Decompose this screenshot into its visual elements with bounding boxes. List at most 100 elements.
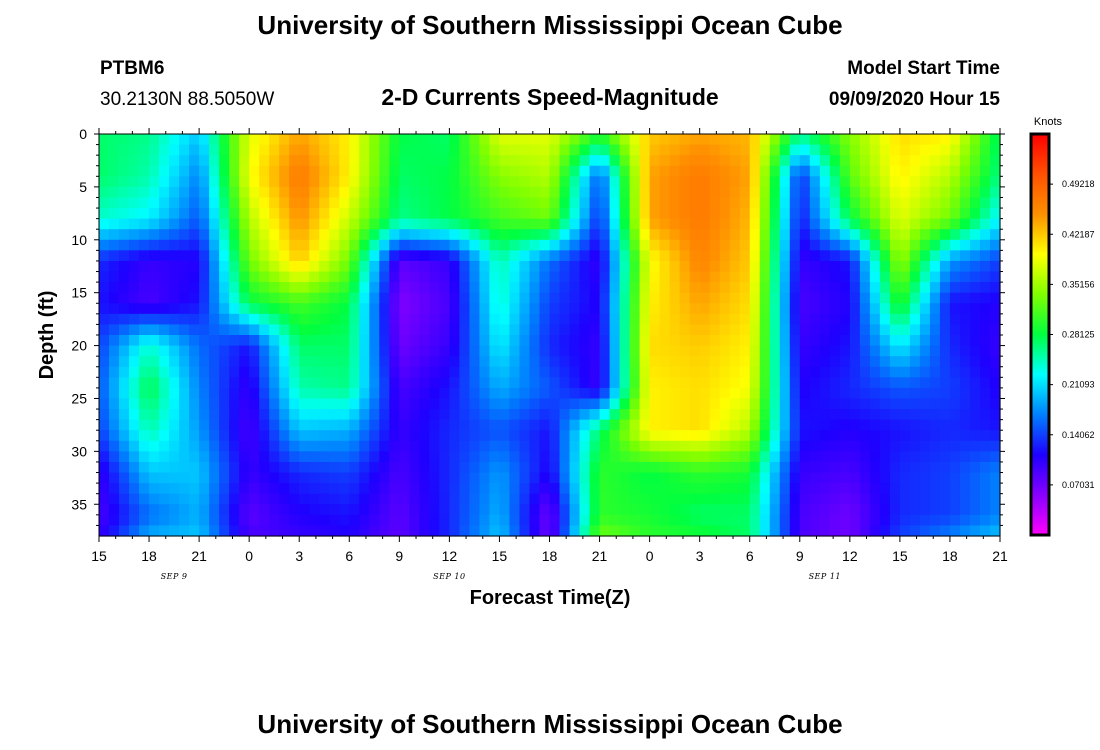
heatmap-cell xyxy=(929,483,941,495)
heatmap-cell xyxy=(889,366,901,378)
heatmap-cell xyxy=(769,525,781,537)
heatmap-cell xyxy=(369,483,380,495)
heatmap-cell xyxy=(409,387,420,400)
heatmap-cell xyxy=(829,165,841,177)
heatmap-cell xyxy=(819,525,831,537)
heatmap-cell xyxy=(509,271,521,283)
heatmap-cell xyxy=(529,525,541,537)
heatmap-cell xyxy=(949,419,961,431)
colorbar-ticks: 0.070310.140620.210930.281250.351560.421… xyxy=(1049,179,1095,490)
heatmap-cell xyxy=(379,430,390,442)
heatmap-cell xyxy=(119,493,130,505)
heatmap-cell xyxy=(349,271,360,283)
heatmap-cell xyxy=(629,144,641,156)
station-id: PTBM6 xyxy=(100,58,164,79)
heatmap-cell xyxy=(719,419,731,431)
heatmap-cell xyxy=(329,366,340,378)
heatmap-cell xyxy=(459,430,471,442)
heatmap-cell xyxy=(209,356,220,368)
heatmap-cell xyxy=(459,324,471,336)
heatmap-cell xyxy=(989,472,1001,484)
heatmap-cell xyxy=(309,461,320,474)
heatmap-cell xyxy=(299,197,310,209)
heatmap-cell xyxy=(769,260,781,273)
heatmap-cell xyxy=(209,292,220,304)
heatmap-cell xyxy=(939,282,951,294)
heatmap-cell xyxy=(259,366,270,378)
heatmap-cell xyxy=(489,292,501,304)
heatmap-cell xyxy=(689,134,701,146)
heatmap-cell xyxy=(889,525,901,537)
heatmap-cell xyxy=(669,239,681,251)
heatmap-cell xyxy=(649,282,661,294)
heatmap-cell xyxy=(959,483,971,495)
heatmap-cell xyxy=(769,345,781,357)
heatmap-cell xyxy=(919,250,931,262)
heatmap-cell xyxy=(719,165,731,177)
heatmap-cell xyxy=(319,461,330,474)
heatmap-cell xyxy=(879,345,891,357)
heatmap-cell xyxy=(929,345,941,357)
heatmap-cell xyxy=(539,398,551,410)
heatmap-cell xyxy=(819,451,831,463)
heatmap-cell xyxy=(539,239,551,251)
heatmap-cell xyxy=(589,366,601,378)
heatmap-cell xyxy=(229,409,240,421)
heatmap-cell xyxy=(849,239,861,251)
heatmap-cell xyxy=(919,176,931,188)
heatmap-cell xyxy=(239,197,250,209)
heatmap-cell xyxy=(379,398,390,410)
heatmap-cell xyxy=(99,440,110,452)
heatmap-cell xyxy=(99,292,110,304)
heatmap-cell xyxy=(289,387,300,400)
heatmap-cell xyxy=(309,313,320,326)
heatmap-cell xyxy=(139,514,150,527)
heatmap-cell xyxy=(899,461,911,474)
heatmap-cell xyxy=(539,155,551,167)
heatmap-cell xyxy=(199,324,210,336)
heatmap-cell xyxy=(119,430,130,442)
heatmap-cell xyxy=(909,419,921,431)
heatmap-cell xyxy=(569,377,581,389)
heatmap-cell xyxy=(549,430,561,442)
heatmap-cell xyxy=(959,451,971,463)
heatmap-cell xyxy=(229,260,240,273)
heatmap-cell xyxy=(909,271,921,283)
heatmap-cell xyxy=(699,229,711,241)
heatmap-cell xyxy=(739,440,751,452)
heatmap-cell xyxy=(549,525,561,537)
heatmap-cell xyxy=(879,218,891,230)
heatmap-cell xyxy=(119,271,130,283)
heatmap-cell xyxy=(959,419,971,431)
heatmap-cell xyxy=(519,483,531,495)
heatmap-cell xyxy=(479,345,491,357)
heatmap-cell xyxy=(689,525,701,537)
heatmap-cell xyxy=(829,525,841,537)
heatmap-cell xyxy=(789,165,801,177)
heatmap-cell xyxy=(809,409,821,421)
heatmap-cell xyxy=(179,144,190,156)
heatmap-cell xyxy=(569,398,581,410)
heatmap-cell xyxy=(359,186,370,199)
heatmap-cell xyxy=(269,260,280,273)
heatmap-cell xyxy=(589,250,601,262)
heatmap-cell xyxy=(159,461,170,474)
heatmap-cell xyxy=(789,472,801,484)
heatmap-cell xyxy=(249,271,260,283)
heatmap-cell xyxy=(289,430,300,442)
heatmap-cell xyxy=(159,493,170,505)
heatmap-cell xyxy=(819,345,831,357)
heatmap-cell xyxy=(599,144,611,156)
heatmap-cell xyxy=(629,377,641,389)
heatmap-cell xyxy=(259,440,270,452)
heatmap-cell xyxy=(639,271,651,283)
heatmap-cell xyxy=(409,451,420,463)
heatmap-cell xyxy=(989,387,1001,400)
heatmap-cell xyxy=(359,155,370,167)
heatmap-cell xyxy=(889,398,901,410)
heatmap-cell xyxy=(349,409,360,421)
heatmap-cell xyxy=(309,483,320,495)
heatmap-cell xyxy=(539,377,551,389)
heatmap-cell xyxy=(559,493,571,505)
heatmap-cell xyxy=(789,197,801,209)
